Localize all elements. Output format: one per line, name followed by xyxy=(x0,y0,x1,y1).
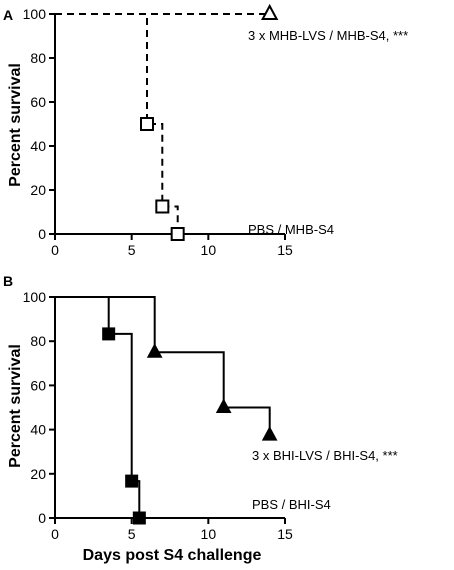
panel-a-axes: 0 20 40 60 80 100 0 5 10 15 xyxy=(23,6,293,258)
panel-b-marker-filled-square xyxy=(132,511,146,525)
panel-a-y-tick-label: 100 xyxy=(23,6,47,22)
panel-b-y-tick-label: 0 xyxy=(38,510,46,526)
panel-a-y-tick-label: 20 xyxy=(30,182,46,198)
panel-a-y-tick-label: 0 xyxy=(38,226,46,242)
panel-b-y-tick-label: 100 xyxy=(23,289,47,305)
panel-b-series xyxy=(55,296,278,525)
panel-b-marker-filled-triangle xyxy=(261,426,278,441)
panel-a-series-label-pbs: PBS / MHB-S4 xyxy=(248,222,334,237)
panel-a-marker-open-square xyxy=(140,117,154,131)
panel-b-y-tick-label: 60 xyxy=(30,377,46,393)
panel-b-y-tick-label: 40 xyxy=(30,422,46,438)
panel-a-marker-open-square xyxy=(170,227,185,241)
panel-a-letter: A xyxy=(3,7,13,23)
panel-b-axes: 0 20 40 60 80 100 0 5 10 15 xyxy=(23,289,293,542)
panel-b-series-0-line xyxy=(55,296,271,436)
panel-b-x-tick-label: 10 xyxy=(201,526,217,542)
panel-a: A Percent survival 0 20 40 60 80 100 0 5 10 15 3 … xyxy=(3,3,408,258)
panel-b-marker-filled-square xyxy=(102,327,116,341)
panel-a-marker-open-triangle xyxy=(260,3,279,20)
panel-a-y-tick-label: 80 xyxy=(30,50,46,66)
panel-b-ylabel: Percent survival xyxy=(7,344,24,468)
panel-b-series-1-line xyxy=(55,296,141,518)
panel-b-y-tick-label: 20 xyxy=(30,466,46,482)
panel-a-y-tick-label: 60 xyxy=(30,94,46,110)
panel-b-marker-filled-triangle xyxy=(146,343,163,358)
panel-a-ylabel: Percent survival xyxy=(7,63,24,187)
panel-a-series-1-line xyxy=(55,13,179,234)
panel-a-y-tick-label: 40 xyxy=(30,138,46,154)
panel-b-x-tick-label: 5 xyxy=(128,526,136,542)
panel-a-marker-open-square xyxy=(155,199,170,214)
panel-a-x-tick-label: 10 xyxy=(201,242,217,258)
panel-b-series-label-lvs: 3 x BHI-LVS / BHI-S4, *** xyxy=(252,448,398,463)
panel-a-x-tick-label: 5 xyxy=(128,242,136,258)
panel-b-y-tick-label: 80 xyxy=(30,333,46,349)
panel-b-letter: B xyxy=(3,273,13,289)
panel-b-series-label-pbs: PBS / BHI-S4 xyxy=(252,497,331,512)
panel-b: B Percent survival 0 20 40 60 80 100 0 5 10 15 3 … xyxy=(3,273,398,564)
panel-b-xlabel: Days post S4 challenge xyxy=(83,547,262,564)
panel-a-x-tick-label: 0 xyxy=(51,242,59,258)
panel-a-x-tick-label: 15 xyxy=(277,242,293,258)
panel-b-marker-filled-triangle xyxy=(215,398,232,413)
panel-b-x-tick-label: 0 xyxy=(51,526,59,542)
panel-a-series xyxy=(55,3,279,241)
panel-a-series-label-lvs: 3 x MHB-LVS / MHB-S4, *** xyxy=(248,28,408,43)
panel-b-x-tick-label: 15 xyxy=(277,526,293,542)
panel-b-marker-filled-square xyxy=(125,474,139,488)
